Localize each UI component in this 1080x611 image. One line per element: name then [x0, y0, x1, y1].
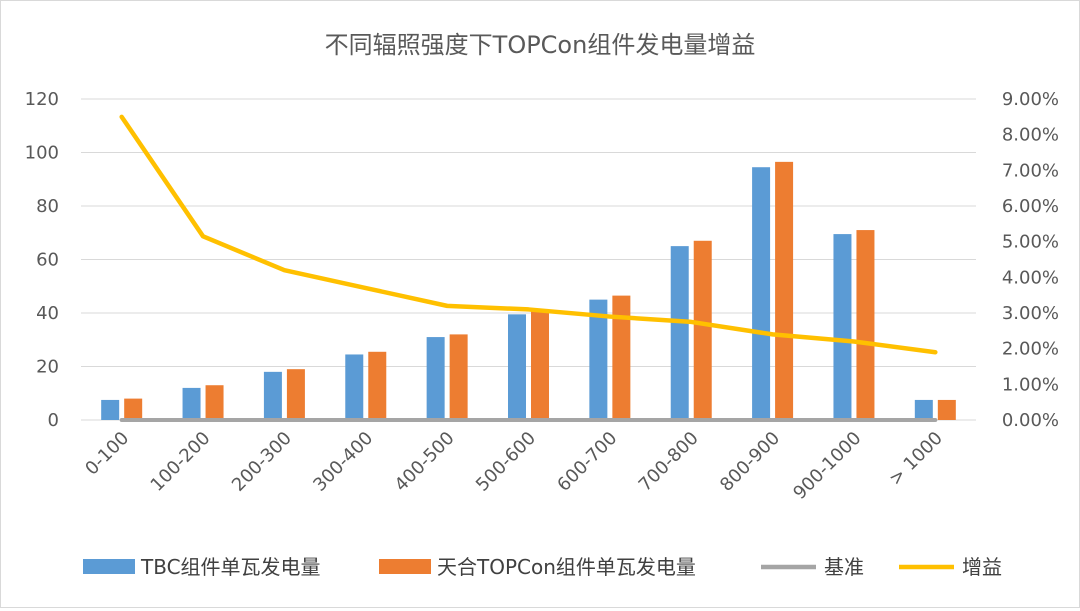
- y2-tick-label: 1.00%: [1002, 374, 1059, 395]
- bar-tbc: [833, 234, 852, 420]
- bar-tbc: [426, 337, 445, 420]
- y2-tick-label: 9.00%: [1002, 89, 1059, 110]
- x-tick-label: 800-900: [716, 428, 784, 496]
- y2-tick-label: 2.00%: [1002, 339, 1059, 360]
- y2-tick-label: 3.00%: [1002, 303, 1059, 324]
- legend-topcon-swatch: [379, 559, 431, 574]
- bar-topcon: [937, 399, 956, 420]
- y2-tick-label: 7.00%: [1002, 160, 1059, 181]
- y-tick-label: 20: [36, 357, 59, 378]
- bar-topcon: [368, 351, 387, 420]
- bar-topcon: [205, 385, 224, 420]
- y2-tick-label: 0.00%: [1002, 410, 1059, 431]
- bar-tbc: [263, 371, 282, 420]
- bar-topcon: [856, 230, 875, 420]
- bar-tbc: [670, 246, 689, 420]
- y-tick-label: 40: [36, 303, 59, 324]
- bar-tbc: [752, 167, 771, 420]
- gain-line: [119, 114, 938, 355]
- legend-tbc-label: TBC组件单瓦发电量: [140, 555, 321, 579]
- legend: TBC组件单瓦发电量 天合TOPCon组件单瓦发电量 基准 增益: [83, 555, 1002, 579]
- bar-topcon: [449, 334, 468, 420]
- x-tick-label: > 1000: [885, 428, 947, 490]
- y-tick-label: 80: [36, 196, 59, 217]
- x-tick-label: 300-400: [309, 428, 377, 496]
- y2-tick-label: 8.00%: [1002, 125, 1059, 146]
- legend-baseline-label: 基准: [824, 555, 864, 579]
- bar-tbc: [589, 299, 608, 420]
- y-tick-label: 0: [48, 410, 59, 431]
- bar-topcon: [124, 398, 143, 420]
- legend-tbc-swatch: [83, 559, 135, 574]
- x-tick-label: 400-500: [391, 428, 459, 496]
- bar-tbc: [101, 399, 120, 420]
- bar-topcon: [286, 369, 305, 420]
- bar-topcon: [612, 295, 631, 420]
- bar-topcon: [693, 240, 712, 420]
- chart-title: 不同辐照强度下TOPCon组件发电量增益: [325, 31, 756, 59]
- y2-tick-label: 4.00%: [1002, 267, 1059, 288]
- x-tick-label: 0-100: [81, 428, 133, 480]
- bar-tbc: [345, 354, 364, 420]
- y2-tick-label: 6.00%: [1002, 196, 1059, 217]
- lines-layer: [119, 114, 938, 422]
- x-tick-label: 100-200: [147, 428, 215, 496]
- bar-topcon: [531, 308, 549, 420]
- axis-layer: 0 20 40 60 80 100 120 0.00% 1.00% 2.00% 3.00% 4.00%…: [25, 89, 1059, 504]
- x-tick-label: 500-600: [472, 428, 540, 496]
- bar-tbc: [914, 399, 933, 420]
- x-tick-label: 600-700: [553, 428, 621, 496]
- y2-tick-label: 5.00%: [1002, 232, 1059, 253]
- bar-tbc: [182, 387, 201, 420]
- bar-topcon: [775, 161, 794, 421]
- x-tick-label: 900-1000: [789, 428, 865, 504]
- grid-layer: [81, 98, 976, 421]
- legend-gain-label: 增益: [962, 555, 1002, 579]
- bar-tbc: [508, 314, 526, 420]
- x-tick-label: 200-300: [228, 428, 296, 496]
- y-tick-label: 60: [36, 250, 59, 271]
- bars-layer: [101, 161, 956, 421]
- x-tick-label: 700-800: [635, 428, 703, 496]
- y-tick-label: 100: [25, 143, 59, 164]
- y-tick-label: 120: [25, 89, 59, 110]
- legend-topcon-label: 天合TOPCon组件单瓦发电量: [437, 555, 696, 579]
